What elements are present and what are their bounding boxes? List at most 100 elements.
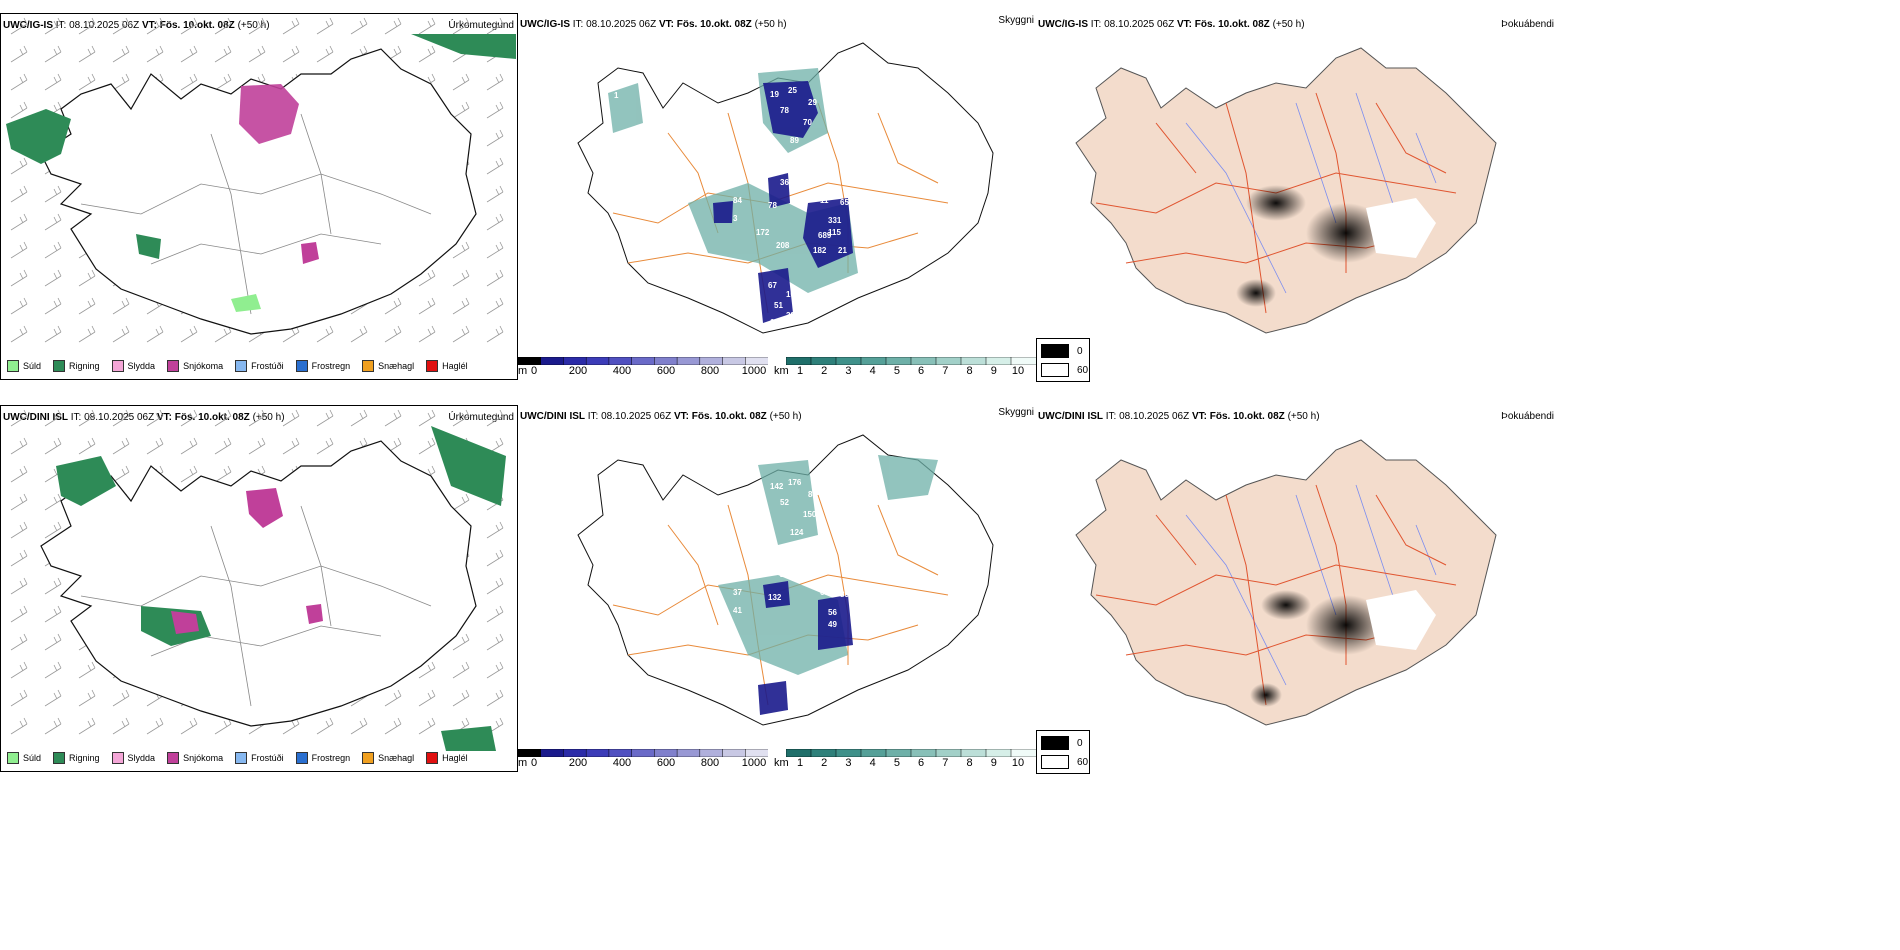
wind-barb [282,17,300,35]
ceiling-value: 1 [614,91,619,100]
wind-barb [248,17,266,35]
roads [1095,484,1457,706]
legend-swatch [53,360,66,372]
fog-title: Þokuábendi [1501,19,1554,30]
colorbar-cell [935,357,962,365]
ceiling-value: 142 [770,482,784,491]
wind-barb [10,409,28,427]
fog-key-black [1041,344,1069,358]
legend-label: Snjókoma [183,753,224,763]
tick-label: 4 [869,757,876,769]
legend-label: Slydda [127,753,156,763]
wind-barb [10,241,28,259]
roads [80,113,432,315]
it-label: IT: [70,412,82,423]
wind-barb [146,409,164,427]
wind-barb [248,45,266,63]
vt-value: Fös. 10.okt. 08Z [159,20,235,31]
lead-time: (+50 h) [1272,19,1305,30]
wind-barb [10,17,28,35]
wind-barb [44,605,62,623]
wind-barb [146,437,164,455]
tick-label: 6 [918,757,925,769]
fog-key-label-60: 60 [1077,364,1089,376]
tick-label: 800 [700,365,720,377]
ceiling-value: 39 [786,311,795,320]
legend-item-6: Snæhagl [362,752,414,764]
fog-key-white [1041,363,1069,377]
wind-barb [350,717,368,735]
ceiling-value: 25 [788,86,797,95]
wind-barb [180,17,198,35]
wind-barb [282,409,300,427]
legend-item-2: Slydda [111,752,156,764]
colorbar-cell [835,357,862,365]
ceiling-map: 1 19 25 78 29 70 89 6 363 11 65 84 78 331 115 3 172 689 20… [577,42,994,334]
legend-label: Frostúði [251,361,284,371]
colorbar-cell [810,357,837,365]
ceiling-scale-row2: m 0 200 400 600 800 1000 km 1 2 3 4 5 6 7 8 9 10 [518,749,1038,771]
tick-label: 600 [656,365,676,377]
ceiling-value: 6 [828,126,833,135]
tick-label: 0 [530,365,538,377]
wind-barb [44,17,62,35]
wind-barb [418,661,436,679]
wind-barb [10,717,28,735]
ceiling-value: 64 [770,318,779,327]
legend-label: Frostúði [251,753,284,763]
tick-label: 0 [530,757,538,769]
ceiling-value: 208 [776,241,790,250]
wind-barb [486,213,504,231]
legend-swatch [235,752,248,764]
wind-barb [112,17,130,35]
wind-barb [112,465,130,483]
legend-swatch [167,360,180,372]
wind-barb [10,185,28,203]
wind-barb [248,409,266,427]
wind-barb [78,73,96,91]
legend-item-3: Snjókoma [167,752,223,764]
wind-barb [452,409,470,427]
colorbar-cell [540,749,565,757]
colorbar-cell [676,749,701,757]
iceland-outline [1075,439,1497,726]
header-row1-fog: UWC/IG-IS IT: 08.10.2025 06Z VT: Fös. 10… [1038,19,1305,30]
wind-barb [10,101,28,119]
fog-panel-row1: UWC/IG-IS IT: 08.10.2025 06Z VT: Fös. 10… [1036,13,1556,382]
precip-legend-row2: Súld Rigning Slydda Snjókoma Frostúði Frostre… [7,752,474,764]
legend-label: Snæhagl [378,753,415,763]
legend-swatch [362,752,375,764]
fog-title: Þokuábendi [1501,411,1554,422]
legend-item-5: Frostregn [295,752,350,764]
colorbar-cell [699,357,724,365]
wind-barb [44,577,62,595]
ceiling-value: 331 [828,216,842,225]
ceiling-value: 56 [828,608,837,617]
wind-barb [384,297,402,315]
wind-barb [486,661,504,679]
legend-swatch [111,360,124,372]
colorbar-cell [722,357,747,365]
ceiling-value: 89 [790,136,799,145]
wind-barb [486,17,504,35]
tick-label: 10 [1011,757,1025,769]
wind-barb [418,409,436,427]
it-value: 08.10.2025 06Z [84,412,155,423]
colorbar-cell [786,357,812,365]
colorbar-cell [960,357,987,365]
wind-barb [486,185,504,203]
tick-label: 5 [893,365,900,377]
wind-barb [452,101,470,119]
colorbar-cell [745,749,768,757]
wind-barb [180,45,198,63]
wind-barb [418,297,436,315]
lead-time: (+50 h) [769,411,802,422]
colorbar-cell [631,357,656,365]
wind-barb [10,45,28,63]
precip-panel-row1: UWC/IG-IS IT: 08.10.2025 06Z VT: Fös. 10… [0,13,518,380]
it-label: IT: [1090,19,1102,30]
wind-barb [78,661,96,679]
wind-barb [282,437,300,455]
wind-barb [44,493,62,511]
wind-barb [316,437,334,455]
